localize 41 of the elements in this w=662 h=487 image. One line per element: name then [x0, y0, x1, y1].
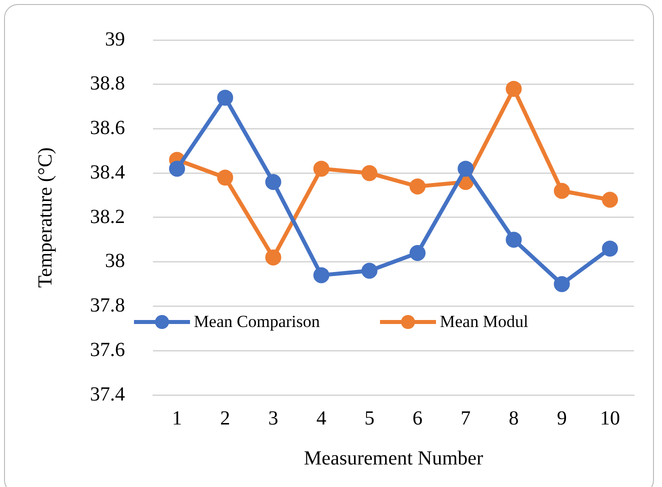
x-tick-label: 10: [600, 407, 620, 430]
y-tick-label: 39: [105, 28, 125, 50]
x-tick-label: 6: [412, 407, 423, 430]
point: [265, 174, 282, 190]
y-tick-label: 38.4: [90, 161, 125, 184]
point: [410, 245, 426, 261]
point: [169, 160, 186, 177]
y-tick-label: 38: [105, 250, 125, 272]
point: [506, 232, 522, 248]
point: [602, 240, 618, 257]
y-tick-label: 38.8: [90, 72, 125, 95]
point: [554, 182, 570, 199]
point: [458, 160, 474, 177]
point: [506, 80, 522, 97]
x-tick-label: 9: [556, 407, 567, 430]
x-tick-label: 3: [268, 407, 278, 430]
x-tick-label: 8: [508, 407, 519, 430]
y-tick-label: 38.2: [90, 206, 125, 228]
x-tick-label: 7: [460, 407, 471, 430]
y-tick-label: 37.4: [90, 383, 125, 406]
x-axis-title: Measurement Number: [304, 447, 484, 470]
y-axis-title: Temperature (°C): [34, 147, 56, 288]
point: [265, 249, 282, 266]
x-tick-label: 1: [172, 407, 182, 430]
point: [554, 276, 570, 292]
point: [602, 192, 618, 208]
y-tick-label: 37.8: [90, 294, 125, 316]
legend-label: Mean Modul: [440, 312, 528, 332]
point: [313, 267, 330, 284]
point: [313, 160, 330, 177]
y-tick-label: 38.6: [90, 117, 125, 139]
x-tick-label: 5: [364, 407, 374, 430]
point: [217, 90, 234, 106]
y-tick-label: 37.6: [90, 338, 125, 361]
point: [410, 178, 426, 194]
x-tick-label: 4: [316, 407, 326, 430]
point: [217, 170, 234, 186]
point: [361, 165, 378, 182]
legend-label: Mean Comparison: [194, 312, 320, 332]
x-tick-label: 2: [220, 407, 230, 430]
point: [361, 262, 378, 279]
